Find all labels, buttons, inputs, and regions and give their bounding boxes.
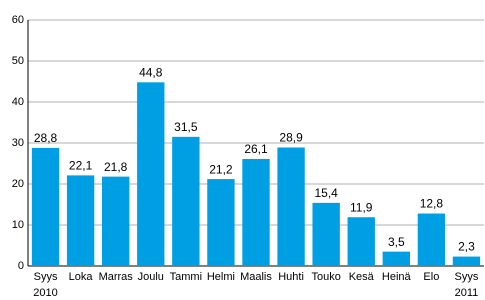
bar: [137, 82, 165, 266]
x-tick-label: Touko: [311, 271, 340, 283]
value-label: 28,9: [279, 131, 303, 145]
y-tick-label: 10: [12, 219, 24, 231]
y-tick-label: 0: [18, 260, 24, 272]
bar: [452, 256, 481, 266]
y-tick-label: 20: [12, 178, 24, 190]
bar: [207, 179, 235, 266]
x-tick-label: Maalis: [240, 271, 272, 283]
value-label: 22,1: [69, 159, 93, 173]
value-label: 31,5: [174, 120, 198, 134]
y-tick-label: 30: [12, 137, 24, 149]
value-label: 26,1: [244, 142, 268, 156]
value-label: 21,2: [209, 162, 233, 176]
x-tick-label: Helmi: [207, 271, 235, 283]
bar: [312, 202, 340, 266]
x-tick-label: Elo: [423, 271, 439, 283]
value-label: 11,9: [350, 200, 373, 214]
value-label: 15,4: [314, 186, 338, 200]
year-label: 2011: [455, 287, 479, 299]
bar: [417, 213, 446, 266]
year-label: 2010: [33, 287, 57, 299]
bar: [66, 175, 95, 266]
bar: [277, 147, 305, 266]
x-tick-label: Huhti: [278, 271, 304, 283]
value-label: 44,8: [139, 65, 163, 79]
x-tick-label: Heinä: [382, 271, 412, 283]
value-label: 2,3: [458, 240, 475, 254]
value-label: 21,8: [104, 160, 128, 174]
bar: [382, 251, 410, 266]
y-tick-label: 60: [12, 14, 24, 26]
x-tick-label: Marras: [99, 271, 134, 283]
x-tick-label: Loka: [69, 271, 94, 283]
bar: [242, 158, 270, 266]
value-label: 28,8: [34, 131, 58, 145]
y-tick-label: 50: [12, 55, 24, 67]
bar: [172, 136, 200, 266]
bar: [31, 147, 60, 266]
bar: [347, 217, 375, 266]
value-label: 3,5: [388, 235, 405, 249]
x-tick-label: Tammi: [170, 271, 202, 283]
x-tick-label: Syys: [34, 271, 58, 283]
y-tick-label: 40: [12, 96, 24, 108]
x-tick-label: Kesä: [349, 271, 375, 283]
x-tick-label: Syys: [455, 271, 479, 283]
x-tick-label: Joulu: [138, 271, 164, 283]
bar: [102, 176, 130, 266]
value-label: 12,8: [420, 197, 444, 211]
